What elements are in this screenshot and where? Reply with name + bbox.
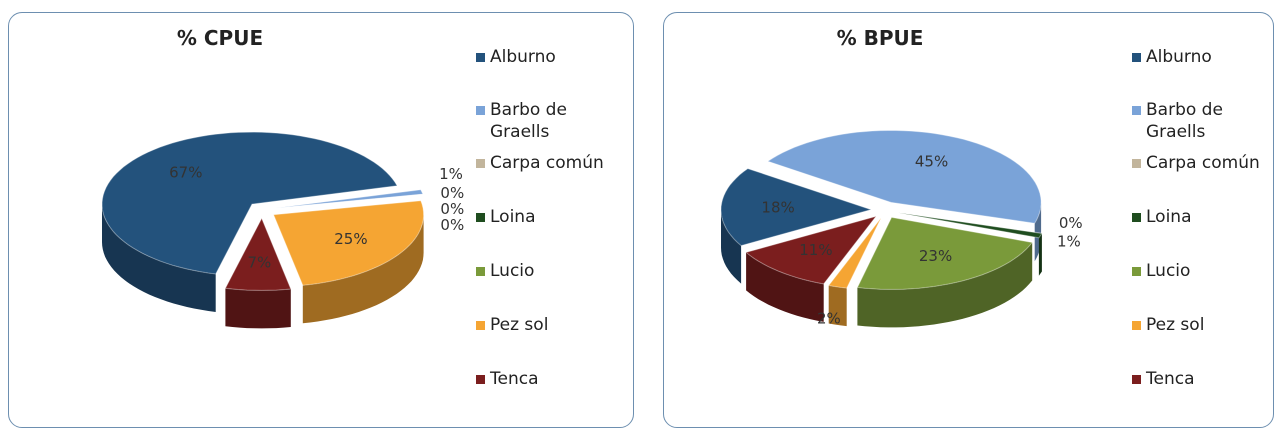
data-label: 0% — [1059, 214, 1083, 232]
slice-side — [302, 214, 424, 324]
data-label: 0% — [440, 200, 464, 218]
legend-swatch — [476, 159, 485, 168]
data-label: 0% — [440, 216, 464, 234]
slice-side — [721, 209, 742, 284]
data-label: 1% — [1057, 233, 1081, 251]
data-label: 7% — [247, 254, 271, 272]
legend-entry: Barbo de Graells — [476, 99, 620, 143]
slice-side — [828, 285, 847, 327]
legend-swatch — [476, 106, 485, 115]
legend-swatch — [1132, 375, 1141, 384]
pie-slice — [720, 168, 873, 247]
pie-slice — [272, 200, 425, 286]
legend-entry: Alburno — [476, 46, 620, 68]
chart-panel — [663, 12, 1274, 428]
data-label: 18% — [761, 198, 794, 216]
legend-entry: Barbo de Graells — [1132, 99, 1276, 143]
legend-entry: Lucio — [1132, 260, 1276, 282]
legend-swatch — [1132, 321, 1141, 330]
pie-slice — [898, 212, 1043, 239]
pie-slice — [101, 131, 398, 275]
legend-entry: Carpa común — [1132, 152, 1276, 174]
legend-entry: Carpa común — [476, 152, 620, 174]
legend-entry: Lucio — [476, 260, 620, 282]
legend-swatch — [1132, 267, 1141, 276]
chart-panel — [8, 12, 634, 428]
pie-slice — [827, 217, 882, 289]
slice-side — [225, 288, 291, 329]
data-label: 0% — [440, 184, 464, 202]
legend-entry: Tenca — [1132, 368, 1276, 390]
legend-swatch — [476, 267, 485, 276]
slice-side — [746, 252, 824, 322]
pie-slice — [898, 211, 1043, 234]
data-label: 67% — [169, 163, 202, 181]
legend-swatch — [476, 53, 485, 62]
legend-entry: Pez sol — [1132, 314, 1276, 336]
pie-slice — [275, 193, 423, 209]
data-label: 25% — [334, 230, 367, 248]
chart-title: % BPUE — [836, 26, 924, 50]
legend-swatch — [1132, 106, 1141, 115]
legend-swatch — [1132, 159, 1141, 168]
legend-swatch — [476, 375, 485, 384]
pie-slice — [745, 215, 878, 285]
legend-swatch — [476, 321, 485, 330]
pie-slice — [766, 130, 1042, 224]
pie-slice — [856, 216, 1034, 290]
pie-slice — [224, 217, 292, 291]
legend-entry: Alburno — [1132, 46, 1276, 68]
slice-side — [102, 204, 216, 312]
legend-entry: Loina — [1132, 206, 1276, 228]
legend-swatch — [1132, 53, 1141, 62]
chart-title: % CPUE — [176, 26, 264, 50]
data-label: 1% — [439, 165, 463, 183]
slice-side — [857, 242, 1033, 328]
pie-slice — [275, 189, 424, 209]
slice-side — [1038, 233, 1042, 276]
data-label: 45% — [915, 153, 948, 171]
legend-swatch — [476, 213, 485, 222]
legend-swatch — [1132, 213, 1141, 222]
legend-entry: Loina — [476, 206, 620, 228]
data-label: 11% — [799, 241, 832, 259]
data-label: 2% — [817, 309, 841, 327]
legend-entry: Pez sol — [476, 314, 620, 336]
data-label: 23% — [919, 247, 952, 265]
legend-entry: Tenca — [476, 368, 620, 390]
